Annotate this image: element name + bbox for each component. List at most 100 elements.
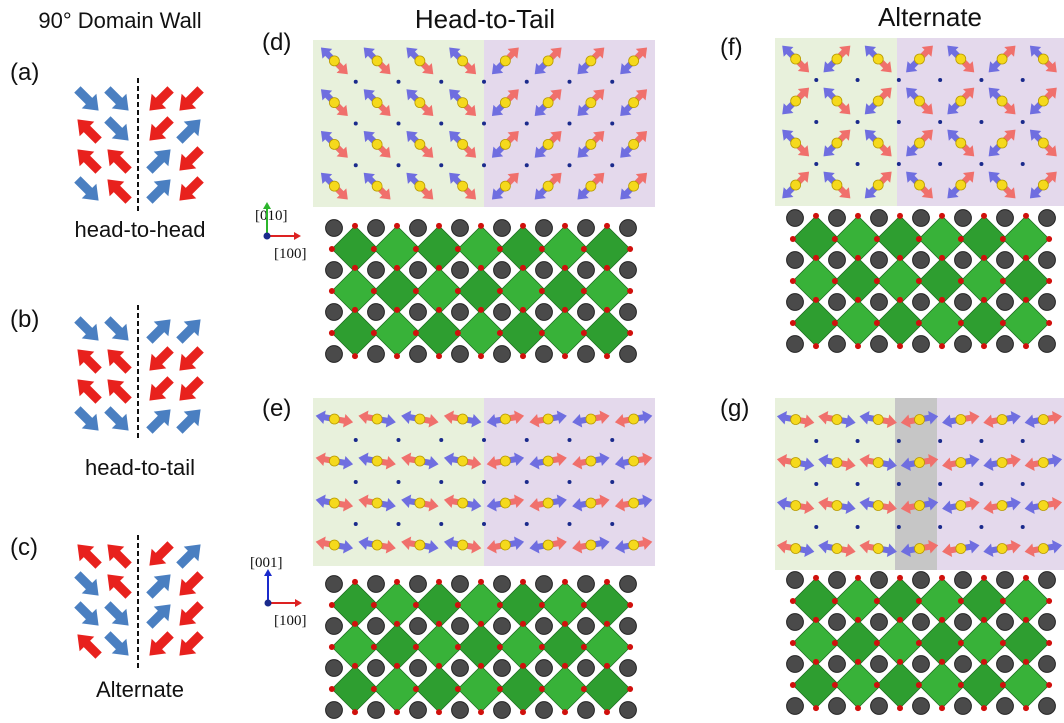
a-cation xyxy=(452,660,469,677)
dot xyxy=(610,438,614,442)
oxygen xyxy=(455,602,461,608)
oxygen xyxy=(832,682,838,688)
arrow xyxy=(172,312,208,348)
oxygen xyxy=(855,705,861,711)
dot xyxy=(568,438,572,442)
a-cation xyxy=(452,702,469,719)
a-cation xyxy=(494,618,511,635)
dot xyxy=(354,80,358,84)
atom xyxy=(956,96,966,106)
oxygen xyxy=(329,330,335,336)
dot xyxy=(482,122,486,126)
atom xyxy=(1038,458,1048,468)
atom xyxy=(629,498,639,508)
arrow xyxy=(70,402,106,438)
a-cation xyxy=(787,656,804,673)
atom xyxy=(915,415,925,425)
oxygen xyxy=(371,288,377,294)
dot xyxy=(482,438,486,442)
a-cation xyxy=(997,614,1014,631)
atom xyxy=(997,180,1007,190)
a-cation xyxy=(955,656,972,673)
atom xyxy=(415,498,425,508)
dot xyxy=(525,438,529,442)
atom xyxy=(873,415,883,425)
oxygen xyxy=(581,644,587,650)
atom xyxy=(586,456,596,466)
atom xyxy=(329,456,339,466)
arrow xyxy=(142,597,178,633)
oxygen xyxy=(455,288,461,294)
a-cation xyxy=(1039,614,1056,631)
panel-label: (f) xyxy=(720,34,743,61)
dot xyxy=(397,438,401,442)
a-cation xyxy=(326,618,343,635)
oxygen xyxy=(436,223,442,229)
a-cation xyxy=(955,336,972,353)
oxygen xyxy=(581,602,587,608)
axis-origin xyxy=(265,600,272,607)
dot xyxy=(1021,120,1025,124)
arrow xyxy=(100,342,136,378)
atom xyxy=(329,540,339,550)
dot xyxy=(856,525,860,529)
oxygen xyxy=(939,575,945,581)
oxygen xyxy=(604,579,610,585)
a-cation xyxy=(620,220,637,237)
oxygen xyxy=(371,602,377,608)
a-cation xyxy=(955,210,972,227)
atom xyxy=(997,96,1007,106)
a-cation xyxy=(871,210,888,227)
atom xyxy=(329,414,339,424)
atom xyxy=(791,415,801,425)
oxygen xyxy=(436,621,442,627)
oxygen xyxy=(371,330,377,336)
atom xyxy=(873,501,883,511)
dot xyxy=(938,78,942,82)
oxygen xyxy=(581,330,587,336)
oxygen xyxy=(813,617,819,623)
atom xyxy=(586,498,596,508)
dot xyxy=(525,480,529,484)
atom xyxy=(629,56,639,66)
dot xyxy=(482,163,486,167)
dot xyxy=(439,122,443,126)
atom xyxy=(791,96,801,106)
oxygen xyxy=(916,682,922,688)
oxygen xyxy=(436,353,442,359)
a-cation xyxy=(536,304,553,321)
oxygen xyxy=(352,353,358,359)
atom xyxy=(956,501,966,511)
arrow xyxy=(142,402,178,438)
oxygen xyxy=(897,255,903,261)
oxygen xyxy=(855,297,861,303)
a-cation xyxy=(326,262,343,279)
atom xyxy=(873,138,883,148)
arrow xyxy=(142,372,178,408)
atom xyxy=(791,138,801,148)
a-cation xyxy=(829,572,846,589)
oxygen xyxy=(916,320,922,326)
arrow xyxy=(172,372,208,408)
dot xyxy=(814,162,818,166)
atom xyxy=(586,181,596,191)
oxygen xyxy=(627,288,633,294)
oxygen xyxy=(520,307,526,313)
arrow xyxy=(172,342,208,378)
artwork xyxy=(70,38,1064,718)
dot xyxy=(814,525,818,529)
oxygen xyxy=(981,705,987,711)
a-cation xyxy=(494,346,511,363)
a-cation xyxy=(368,220,385,237)
a-cation xyxy=(1039,698,1056,715)
a-cation xyxy=(494,660,511,677)
a-cation xyxy=(1039,336,1056,353)
arrow xyxy=(100,537,136,573)
dot xyxy=(568,480,572,484)
oxygen xyxy=(455,686,461,692)
atom xyxy=(372,414,382,424)
a-cation xyxy=(452,262,469,279)
oxygen xyxy=(790,278,796,284)
oxygen xyxy=(832,278,838,284)
a-cation xyxy=(578,576,595,593)
